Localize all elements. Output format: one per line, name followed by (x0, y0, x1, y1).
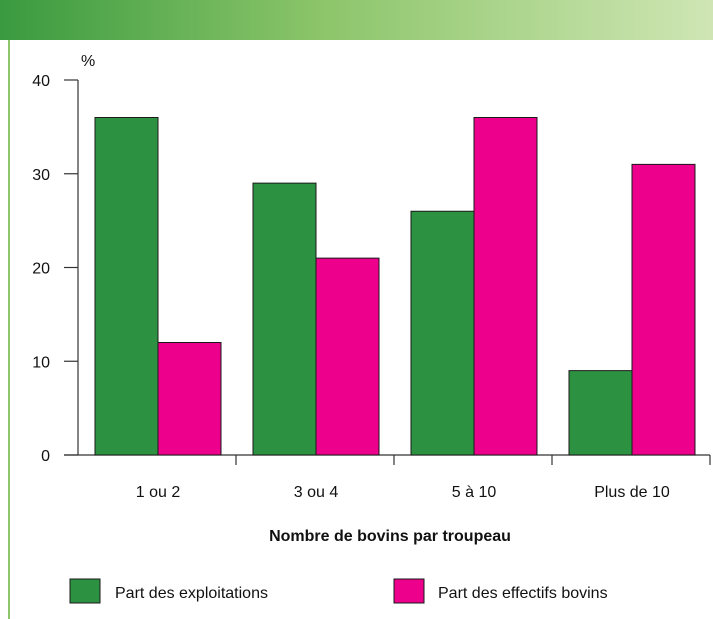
bar-exploitations-1 (252, 182, 317, 456)
y-ticks: 0 10 20 30 40 (32, 73, 78, 465)
y-tick-label: 20 (32, 261, 50, 278)
x-tick-label: 5 à 10 (452, 484, 497, 501)
y-tick-label: 40 (32, 73, 50, 90)
bar-effectifs-2 (473, 117, 538, 456)
bar-exploitations-3 (568, 370, 633, 456)
legend-swatch-1 (393, 578, 425, 604)
x-ticks: 1 ou 2 3 ou 4 5 à 10 Plus de 10 (136, 455, 711, 501)
y-axis-unit: % (81, 53, 95, 70)
bar-effectifs-1 (315, 257, 380, 456)
y-tick-label: 0 (41, 448, 50, 465)
header-band (0, 0, 713, 40)
x-axis-title: Nombre de bovins par troupeau (269, 528, 511, 545)
legend: Part des exploitations Part des effectifs… (69, 578, 608, 604)
legend-label-0: Part des exploitations (115, 585, 268, 602)
bar-effectifs-3 (631, 163, 696, 456)
y-tick-label: 30 (32, 167, 50, 184)
y-tick-label: 10 (32, 354, 50, 371)
bar-effectifs-0 (157, 342, 222, 456)
bar-exploitations-2 (410, 210, 475, 456)
x-tick-label: 1 ou 2 (136, 484, 181, 501)
legend-swatch-0 (69, 578, 101, 604)
x-tick-label: Plus de 10 (594, 484, 670, 501)
x-tick-label: 3 ou 4 (294, 484, 339, 501)
legend-label-1: Part des effectifs bovins (438, 585, 608, 602)
bar-exploitations-0 (94, 117, 159, 456)
side-rule (8, 40, 10, 619)
bars (94, 117, 696, 456)
